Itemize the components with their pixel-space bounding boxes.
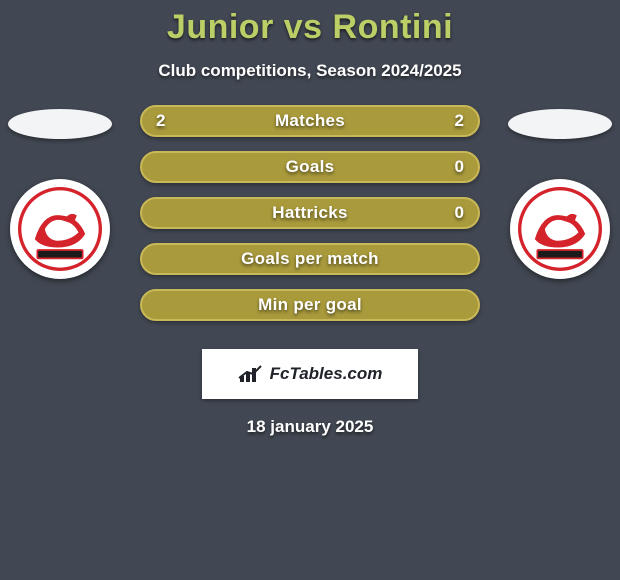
stat-label: Min per goal: [258, 295, 362, 315]
stat-right-value: 0: [455, 157, 464, 177]
stat-row-goals: Goals 0: [140, 151, 480, 183]
player-right-column: [500, 105, 620, 279]
madura-united-crest-icon: [18, 187, 102, 271]
player-right-avatar-placeholder: [508, 109, 612, 139]
comparison-card: Junior vs Rontini Club competitions, Sea…: [0, 0, 620, 580]
date-text: 18 january 2025: [0, 417, 620, 437]
madura-united-crest-icon: [518, 187, 602, 271]
stat-row-hattricks: Hattricks 0: [140, 197, 480, 229]
stat-label: Matches: [275, 111, 345, 131]
watermark-text: FcTables.com: [270, 364, 383, 384]
stat-row-min-per-goal: Min per goal: [140, 289, 480, 321]
stat-right-value: 2: [455, 111, 464, 131]
stat-left-value: 2: [156, 111, 165, 131]
stat-row-goals-per-match: Goals per match: [140, 243, 480, 275]
club-badge-left: [10, 179, 110, 279]
stat-bars: 2 Matches 2 Goals 0 Hattricks 0 Goals pe…: [140, 105, 480, 321]
bar-chart-icon: [238, 364, 264, 384]
stats-arena: 2 Matches 2 Goals 0 Hattricks 0 Goals pe…: [0, 105, 620, 335]
stat-right-value: 0: [455, 203, 464, 223]
player-left-avatar-placeholder: [8, 109, 112, 139]
player-left-column: [0, 105, 120, 279]
stat-label: Goals per match: [241, 249, 379, 269]
page-title: Junior vs Rontini: [0, 0, 620, 47]
stat-row-matches: 2 Matches 2: [140, 105, 480, 137]
stat-label: Goals: [286, 157, 335, 177]
subtitle: Club competitions, Season 2024/2025: [0, 61, 620, 81]
watermark-badge: FcTables.com: [202, 349, 418, 399]
stat-label: Hattricks: [272, 203, 347, 223]
club-badge-right: [510, 179, 610, 279]
